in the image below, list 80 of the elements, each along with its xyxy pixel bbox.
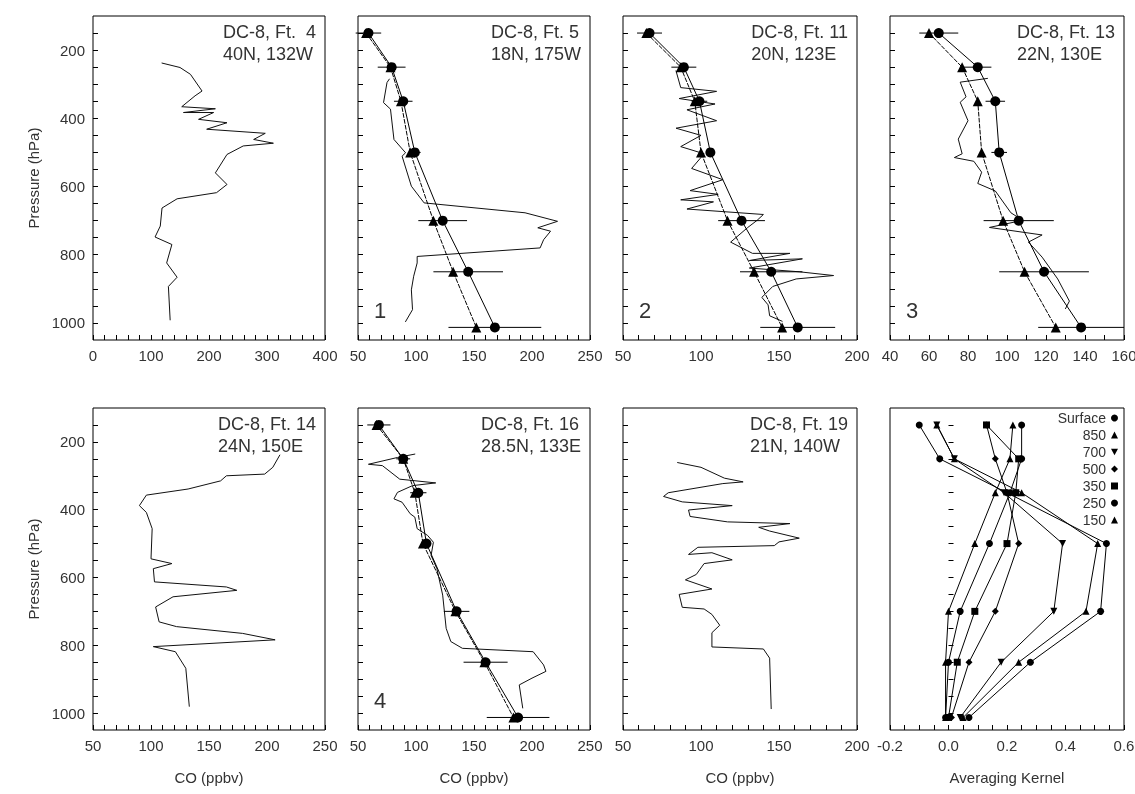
legend-label: 850 xyxy=(1082,427,1107,443)
x-tick-label: 50 xyxy=(84,737,102,754)
x-tick-label: 0.2 xyxy=(996,737,1018,754)
x-axis-title: CO (ppbv) xyxy=(439,769,509,786)
y-tick-label: 600 xyxy=(59,568,85,586)
x-tick-label: 0.4 xyxy=(1055,737,1076,754)
x-tick-label: 200 xyxy=(254,737,280,754)
chart-title: DC-8, Ft. 5 xyxy=(490,22,579,42)
x-tick-label: 50 xyxy=(349,737,367,754)
chart-title: DC-8, Ft. 13 xyxy=(1016,22,1116,42)
annotation: 2 xyxy=(639,298,652,324)
x-axis-title: CO (ppbv) xyxy=(705,769,775,786)
x-tick-label: -0.2 xyxy=(877,737,903,754)
legend-label: 700 xyxy=(1082,444,1107,460)
text: 24N, 150E xyxy=(217,436,304,456)
text: 40N, 132W xyxy=(222,44,314,64)
x-tick-label: 100 xyxy=(138,737,164,754)
x-axis-title: CO (ppbv) xyxy=(174,769,244,786)
text: 28.5N, 133E xyxy=(480,436,582,456)
legend-label: 350 xyxy=(1082,478,1107,494)
chart-title: DC-8, Ft. 4 xyxy=(222,22,316,42)
text: 21N, 140W xyxy=(749,436,841,456)
x-tick-label: 0.6 xyxy=(1113,737,1135,754)
y-tick-label: 800 xyxy=(59,636,85,654)
x-tick-label: 200 xyxy=(844,737,870,754)
x-tick-label: 0 xyxy=(88,347,98,364)
y-axis-title: Pressure (hPa) xyxy=(24,518,42,620)
annotation: 3 xyxy=(906,298,919,324)
y-tick-label: 800 xyxy=(59,246,85,264)
chart-title: DC-8, Ft. 14 xyxy=(217,414,317,434)
chart-title: DC-8, Ft. 11 xyxy=(751,22,849,42)
x-tick-label: 150 xyxy=(196,737,222,754)
x-axis-title: Averaging Kernel xyxy=(949,769,1065,786)
legend-label: Surface xyxy=(1057,410,1107,426)
y-tick-label: 1000 xyxy=(51,314,85,332)
x-tick-label: 100 xyxy=(688,737,714,754)
x-tick-label: 150 xyxy=(461,737,487,754)
chart-title: DC-8, Ft. 16 xyxy=(480,414,579,434)
x-tick-label: 100 xyxy=(138,347,164,364)
x-tick-label: 250 xyxy=(577,347,603,364)
y-tick-label: 1000 xyxy=(51,704,85,722)
x-tick-label: 200 xyxy=(844,347,870,364)
y-tick-label: 600 xyxy=(59,178,85,196)
x-tick-label: 50 xyxy=(614,737,632,754)
x-tick-label: 250 xyxy=(577,737,603,754)
legend-label: 150 xyxy=(1082,512,1107,528)
x-tick-label: 60 xyxy=(920,347,938,364)
x-tick-label: 0.0 xyxy=(938,737,959,754)
x-tick-label: 40 xyxy=(881,347,899,364)
legend-label: 500 xyxy=(1082,461,1107,477)
x-tick-label: 100 xyxy=(994,347,1020,364)
x-tick-label: 100 xyxy=(403,737,429,754)
x-tick-label: 200 xyxy=(519,737,545,754)
x-tick-label: 100 xyxy=(688,347,714,364)
x-tick-label: 200 xyxy=(519,347,545,364)
x-tick-label: 120 xyxy=(1033,347,1059,364)
y-tick-label: 200 xyxy=(59,433,85,451)
text: 20N, 123E xyxy=(751,44,837,64)
x-tick-label: 50 xyxy=(614,347,632,364)
annotation: 1 xyxy=(374,298,387,324)
x-tick-label: 400 xyxy=(312,347,338,364)
text: 22N, 130E xyxy=(1016,44,1103,64)
x-tick-label: 100 xyxy=(403,347,429,364)
x-tick-label: 250 xyxy=(312,737,338,754)
chart-title: DC-8, Ft. 19 xyxy=(749,414,849,434)
y-tick-label: 200 xyxy=(59,41,85,59)
x-tick-label: 140 xyxy=(1072,347,1098,364)
y-tick-label: 400 xyxy=(59,501,85,519)
x-tick-label: 150 xyxy=(461,347,487,364)
x-tick-label: 150 xyxy=(766,347,792,364)
text: 18N, 175W xyxy=(490,44,582,64)
y-axis-title: Pressure (hPa) xyxy=(24,127,42,229)
y-tick-label: 400 xyxy=(59,109,85,127)
annotation: 4 xyxy=(374,688,387,714)
x-tick-label: 50 xyxy=(349,347,367,364)
x-tick-label: 80 xyxy=(959,347,977,364)
x-tick-label: 300 xyxy=(254,347,280,364)
x-tick-label: 150 xyxy=(766,737,792,754)
x-tick-label: 200 xyxy=(196,347,222,364)
legend-label: 250 xyxy=(1082,495,1107,511)
